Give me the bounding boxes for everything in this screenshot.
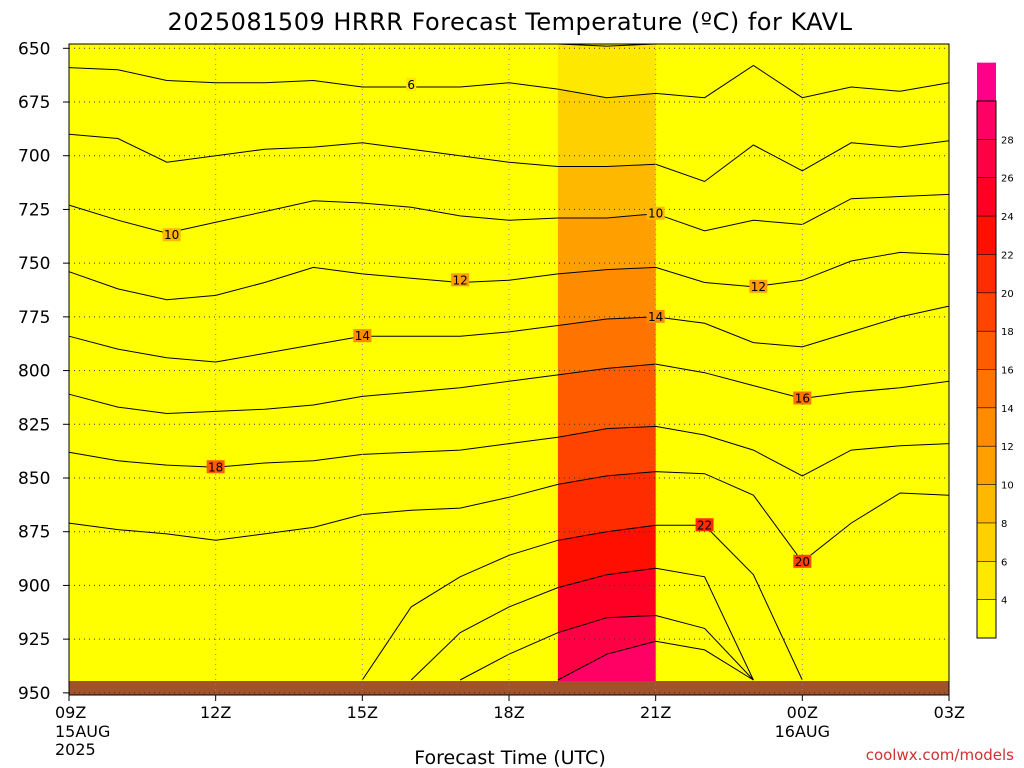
colorbar-tick-label: 18 — [1001, 327, 1014, 338]
contour-14 — [68, 305, 950, 363]
x-tick-label: 09Z — [55, 703, 86, 722]
y-tick-label: 775 — [18, 308, 50, 328]
colorbar-swatch — [977, 62, 996, 101]
y-tick-label: 725 — [18, 200, 50, 220]
contour-label-bg — [749, 279, 768, 293]
ground-bar — [69, 681, 949, 695]
x-tick-sublabel: 15AUG — [55, 722, 110, 741]
x-tick-sublabel: 16AUG — [775, 722, 830, 741]
contour-8 — [68, 133, 950, 183]
chart-title: 2025081509 HRRR Forecast Temperature (ºC… — [168, 8, 853, 36]
temperature-bands — [69, 44, 949, 695]
colorbar-swatch — [977, 446, 996, 485]
y-tick-label: 750 — [18, 254, 50, 274]
colorbar-swatch — [977, 292, 996, 332]
colorbar-swatch — [977, 177, 996, 217]
contour-label-bg — [793, 391, 812, 405]
contour-label-bg — [206, 460, 225, 474]
colorbar-swatch — [977, 407, 996, 447]
colorbar-tick-label: 10 — [1001, 481, 1014, 492]
colorbar-tick-label: 14 — [1001, 404, 1014, 415]
y-tick-label: 925 — [18, 630, 50, 650]
colorbar-swatch — [977, 522, 996, 562]
contour-label-bg — [793, 554, 812, 568]
contour-label-bg — [162, 228, 181, 242]
colorbar-tick-label: 12 — [1001, 442, 1014, 453]
colorbar-tick-label: 26 — [1001, 174, 1014, 185]
colorbar-tick-label: 24 — [1001, 212, 1014, 223]
colorbar-tick-label: 4 — [1001, 596, 1007, 607]
ground-layer — [69, 681, 949, 695]
contour-label-bg — [451, 273, 470, 287]
colorbar-swatch — [977, 599, 996, 638]
contour-12 — [68, 251, 950, 301]
contour-label: 12 — [751, 280, 766, 294]
contour-24 — [410, 567, 754, 681]
contour-4 — [557, 43, 656, 47]
contour-label: 18 — [208, 460, 223, 474]
x-tick-label: 18Z — [493, 703, 524, 722]
colorbar-swatch — [977, 484, 996, 523]
contour-28 — [557, 640, 754, 681]
contour-label-bg — [646, 206, 665, 220]
y-axis: 650 675 700 725 750 775 800 825 850 875 900 925 950 — [18, 39, 69, 704]
y-tick-label: 825 — [18, 415, 50, 435]
contour-label: 6 — [407, 78, 415, 92]
colorbar-swatch — [977, 369, 996, 408]
y-tick-label: 700 — [18, 147, 50, 167]
y-tick-label: 675 — [18, 93, 50, 113]
contour-label-bg — [646, 309, 665, 323]
colorbar-swatch — [977, 216, 996, 255]
y-tick-label: 650 — [18, 39, 50, 59]
x-tick-label: 12Z — [200, 703, 231, 722]
y-tick-label: 900 — [18, 576, 50, 596]
credit-link[interactable]: coolwx.com/models — [866, 746, 1014, 764]
y-tick-label: 950 — [18, 684, 50, 704]
x-tick-label: 03Z — [934, 703, 965, 722]
colorbar-tick-label: 20 — [1001, 289, 1014, 300]
contour-6 — [68, 64, 950, 99]
contour-label: 20 — [795, 555, 810, 569]
contour-label: 22 — [697, 518, 712, 532]
colorbar-swatch — [977, 139, 996, 178]
x-tick-label: 15Z — [347, 703, 378, 722]
colorbar-tick-label: 6 — [1001, 557, 1007, 568]
contour-label: 14 — [648, 310, 663, 324]
x-tick-sublabel: 2025 — [55, 740, 96, 759]
x-axis-label: Forecast Time (UTC) — [414, 747, 605, 768]
contour-label-bg — [406, 77, 417, 91]
contour-label: 16 — [795, 392, 810, 406]
plot-area: 6 10 10 12 12 14 14 16 18 22 20 — [68, 43, 950, 696]
y-tick-label: 800 — [18, 362, 50, 382]
contour-label: 12 — [452, 273, 467, 287]
y-tick-label: 850 — [18, 469, 50, 489]
contour-label-bg — [353, 329, 372, 343]
contour-label: 10 — [164, 228, 179, 242]
y-tick-label: 875 — [18, 523, 50, 543]
colorbar-tick-label: 8 — [1001, 519, 1007, 530]
colorbar-swatch — [977, 331, 996, 370]
x-tick-label: 21Z — [640, 703, 671, 722]
colorbar-tick-label: 22 — [1001, 250, 1014, 261]
contour-labels: 6 10 10 12 12 14 14 16 18 22 20 — [162, 77, 812, 569]
contour-label-bg — [695, 518, 714, 532]
colorbar-tick-label: 16 — [1001, 366, 1014, 377]
x-tick-label: 00Z — [787, 703, 818, 722]
colorbar-swatch — [977, 561, 996, 600]
contour-22 — [361, 524, 803, 681]
colorbar: 4 6 8 10 12 14 16 18 20 22 24 26 28 — [976, 62, 1014, 639]
colorbar-tick-label: 28 — [1001, 135, 1014, 146]
contour-label: 14 — [355, 329, 370, 343]
colorbar-swatch — [977, 254, 996, 293]
colorbar-swatch — [977, 101, 996, 140]
contour-label: 10 — [648, 207, 663, 221]
